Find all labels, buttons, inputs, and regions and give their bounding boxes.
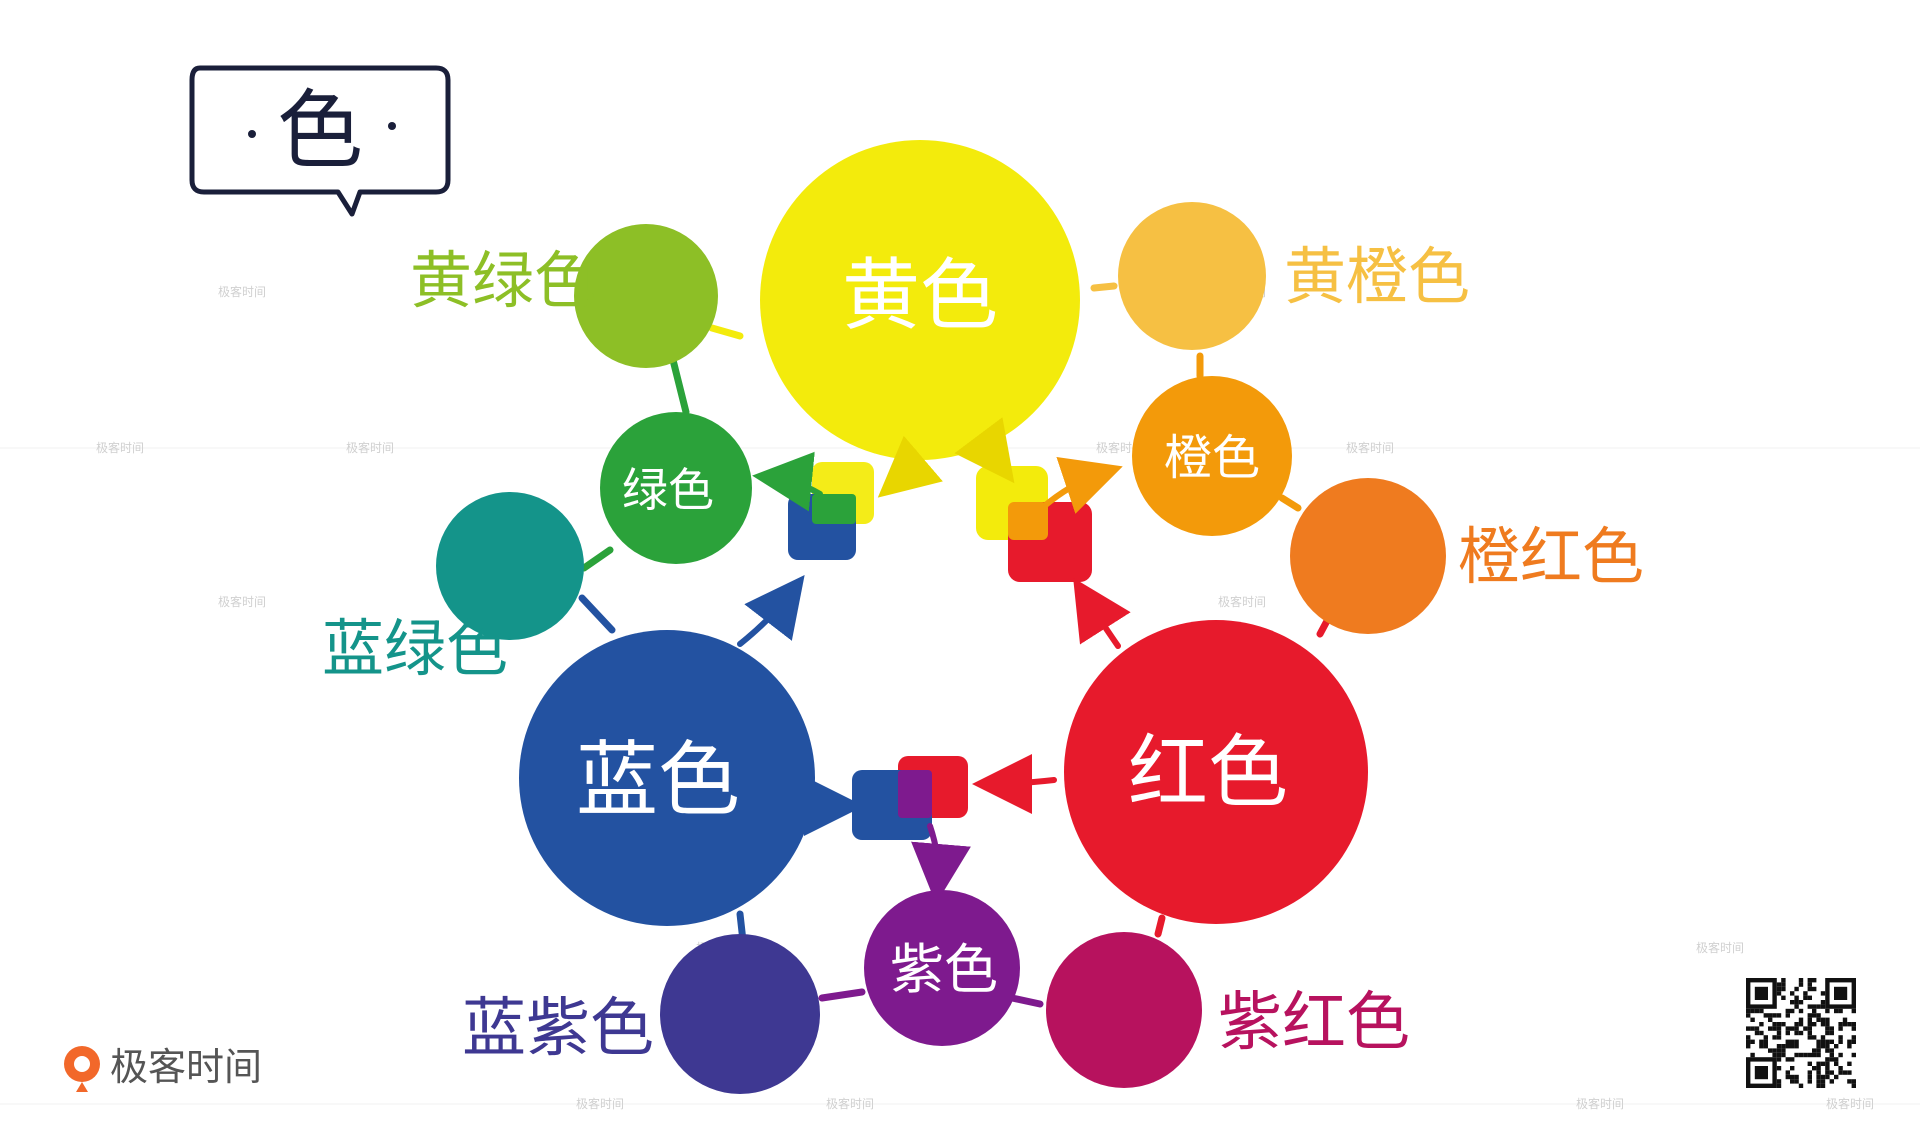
color-circles (436, 140, 1446, 1094)
watermark: 极客时间 (1218, 594, 1266, 609)
circle-orange (1132, 376, 1292, 536)
circle-red (1064, 620, 1368, 924)
circle-red-purple (1046, 932, 1202, 1088)
mix-swatch-yellow-red (976, 466, 1092, 582)
watermark: 极客时间 (218, 594, 266, 609)
label-yellow-orange: 黄橙色 (1284, 240, 1470, 313)
qr-code-icon (1742, 974, 1860, 1092)
page-title: 色 (277, 81, 363, 181)
mix-swatch-yellow-blue (788, 462, 874, 560)
brand-logo: 极客时间 (64, 1045, 262, 1092)
watermark: 极客时间 (826, 1096, 874, 1111)
mixing-arrows (737, 417, 1131, 904)
mix-swatch-blue-red (852, 756, 968, 840)
label-red-orange: 橙红色 (1458, 520, 1644, 593)
watermark: 极客时间 (346, 440, 394, 455)
outer-labels: 黄绿色 黄橙色 橙红色 蓝绿色 蓝紫色 紫红色 (322, 240, 1644, 1066)
circle-blue-purple (660, 934, 820, 1094)
label-red-purple: 紫红色 (1218, 986, 1410, 1060)
watermark: 极客时间 (1096, 440, 1144, 455)
circle-yellow-orange (1118, 202, 1266, 350)
brand-name: 极客时间 (110, 1045, 262, 1089)
watermark: 极客时间 (1826, 1096, 1874, 1111)
watermark: 极客时间 (576, 1096, 624, 1111)
label-green: 绿色 (622, 463, 714, 517)
circle-red-orange (1290, 478, 1446, 634)
title-bubble: 色 (189, 65, 451, 217)
watermarks: 极客时间 极客时间 极客时间 极客时间 极客时间 极客时间 极客时间 极客时间 … (96, 284, 1874, 1111)
watermark: 极客时间 (1696, 940, 1744, 955)
label-red: 红色 (1128, 726, 1288, 819)
label-blue: 蓝色 (576, 733, 740, 828)
circle-blue-green (436, 492, 584, 640)
circle-green (600, 412, 752, 564)
watermark: 极客时间 (1346, 440, 1394, 455)
label-purple: 紫色 (890, 938, 998, 1001)
label-blue-purple: 蓝紫色 (462, 992, 654, 1066)
circle-yellow (760, 140, 1080, 460)
circle-purple (864, 890, 1020, 1046)
label-orange: 橙色 (1164, 430, 1260, 486)
watermark: 极客时间 (96, 440, 144, 455)
circle-blue (519, 630, 815, 926)
connector-lines (578, 282, 1340, 1008)
circle-yellow-green (574, 224, 718, 368)
geek-logo-icon (64, 1046, 100, 1092)
watermark: 极客时间 (1576, 1096, 1624, 1111)
inner-labels: 黄色 红色 蓝色 绿色 橙色 紫色 (576, 251, 1288, 1001)
label-blue-green: 蓝绿色 (322, 612, 508, 685)
watermark: 极客时间 (218, 284, 266, 299)
label-yellow: 黄色 (842, 251, 998, 341)
label-yellow-green: 黄绿色 (410, 244, 596, 317)
